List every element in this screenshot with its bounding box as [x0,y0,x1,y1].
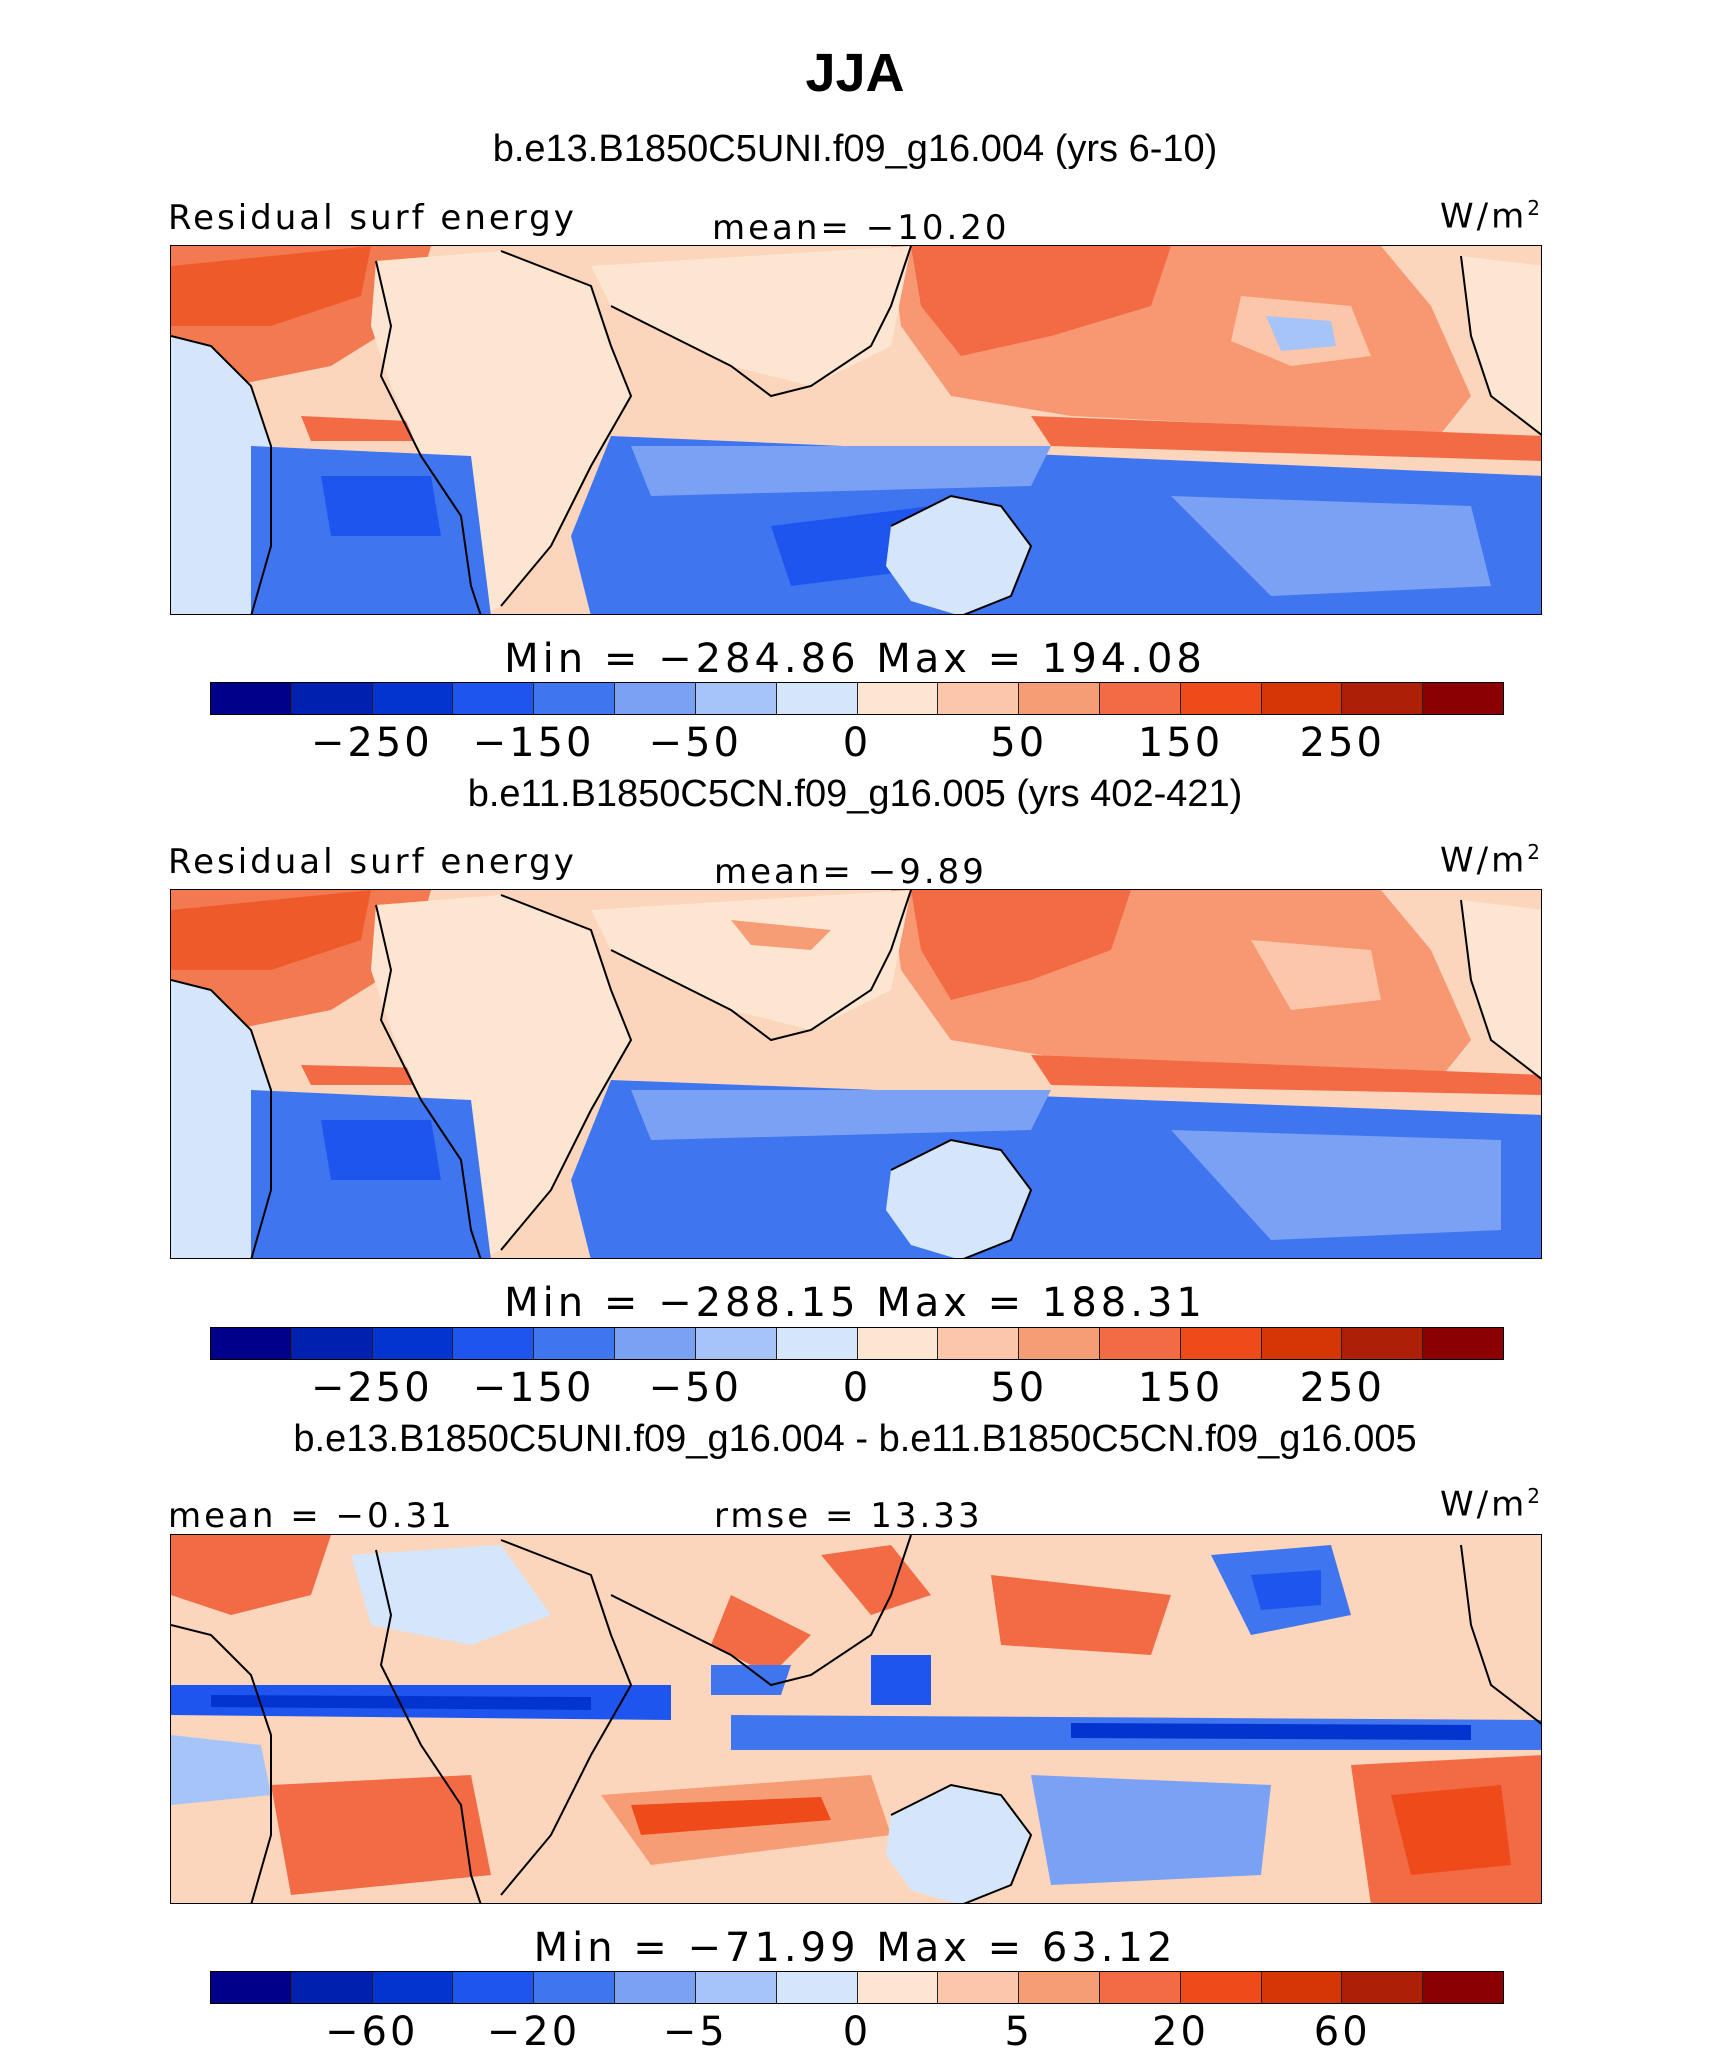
colorbar-tick-label: −50 [648,720,742,766]
colorbar-box [1019,683,1100,714]
colorbar-box [1342,683,1424,714]
colorbar-box [938,683,1020,714]
colorbar-tick-label: −250 [310,1365,433,1411]
panel1-variable-label: Residual surf energy [168,198,577,238]
panel1-minmax: Min = −284.86 Max = 194.08 [504,636,1206,682]
colorbar-box [1423,683,1503,714]
panel2-mean-label: mean= −9.89 [714,852,987,892]
colorbar-box [372,683,454,714]
colorbar-tick-label: 20 [1152,2009,1209,2055]
colorbar-box [211,1972,292,2003]
colorbar-tick-label: 150 [1137,720,1224,766]
colorbar-box [938,1328,1020,1359]
colorbar-box [615,1328,696,1359]
panel3-colorbar [210,1971,1504,2004]
colorbar-box [1019,1972,1100,2003]
panel1-case-title: b.e13.B1850C5UNI.f09_g16.004 (yrs 6-10) [492,128,1218,170]
colorbar-box [1261,683,1343,714]
panel1-colorbar [210,682,1504,715]
colorbar-tick-label: 0 [842,1365,872,1411]
colorbar-box [1180,1972,1262,2003]
colorbar-tick-label: 0 [842,720,872,766]
panel2-colorbar [210,1327,1504,1360]
colorbar-box [695,1972,777,2003]
colorbar-tick-label: −60 [325,2009,419,2055]
colorbar-tick-label: 250 [1299,720,1385,766]
colorbar-tick-label: 5 [1004,2009,1033,2055]
colorbar-box [857,1972,939,2003]
colorbar-box [938,1972,1020,2003]
panel2-case-title: b.e11.B1850C5CN.f09_g16.005 (yrs 402-421… [467,773,1243,815]
colorbar-tick-label: −250 [310,720,433,766]
colorbar-box [1423,1972,1503,2003]
colorbar-box [291,683,373,714]
colorbar-tick-label: 150 [1137,1365,1224,1411]
panel3-minmax: Min = −71.99 Max = 63.12 [533,1925,1177,1971]
colorbar-box [695,683,777,714]
colorbar-tick-label: 250 [1299,1365,1385,1411]
colorbar-box [291,1328,373,1359]
colorbar-tick-label: 60 [1313,2009,1371,2055]
colorbar-box [1019,1328,1100,1359]
panel2-map [170,889,1542,1259]
panel1-units-label: W/m2 [1440,196,1540,237]
colorbar-box [857,683,939,714]
colorbar-box [534,683,616,714]
colorbar-box [1180,1328,1262,1359]
colorbar-box [615,683,696,714]
panel2-units-label: W/m2 [1440,840,1540,881]
colorbar-box [534,1972,616,2003]
colorbar-box [372,1328,454,1359]
colorbar-box [453,1328,535,1359]
panel1-mean-label: mean= −10.20 [712,208,1010,248]
colorbar-box [1180,683,1262,714]
colorbar-tick-label: −20 [486,2009,581,2055]
colorbar-box [1261,1328,1343,1359]
panel2-map-field [171,890,1541,1258]
panel3-map [170,1534,1542,1904]
colorbar-box [291,1972,373,2003]
colorbar-box [1342,1972,1424,2003]
colorbar-box [1099,1328,1181,1359]
colorbar-box [776,1328,858,1359]
colorbar-box [372,1972,454,2003]
panel2-variable-label: Residual surf energy [168,842,577,882]
colorbar-box [1099,1972,1181,2003]
panel3-rmse-label: rmse = 13.33 [714,1496,983,1536]
colorbar-box [1099,683,1181,714]
colorbar-box [1423,1328,1503,1359]
colorbar-tick-label: −150 [472,720,595,766]
panel1-map [170,245,1542,615]
panel2-minmax: Min = −288.15 Max = 188.31 [504,1280,1206,1326]
colorbar-box [211,1328,292,1359]
colorbar-tick-label: 0 [842,2009,872,2055]
panel3-case-title: b.e13.B1850C5UNI.f09_g16.004 - b.e11.B18… [293,1418,1417,1460]
colorbar-box [776,683,858,714]
panel3-mean-label: mean = −0.31 [168,1496,455,1536]
colorbar-box [1342,1328,1424,1359]
colorbar-tick-label: −50 [648,1365,742,1411]
panel1-map-field [171,246,1541,614]
figure-title: JJA [805,43,905,103]
colorbar-box [534,1328,616,1359]
colorbar-tick-label: −150 [472,1365,595,1411]
colorbar-tick-label: 50 [990,720,1048,766]
colorbar-box [453,683,535,714]
colorbar-box [695,1328,777,1359]
colorbar-box [453,1972,535,2003]
colorbar-box [1261,1972,1343,2003]
colorbar-tick-label: 50 [990,1365,1048,1411]
panel3-map-field [171,1535,1541,1903]
colorbar-box [776,1972,858,2003]
colorbar-box [615,1972,696,2003]
colorbar-tick-label: −5 [662,2009,728,2055]
panel3-units-label: W/m2 [1440,1484,1540,1525]
colorbar-box [857,1328,939,1359]
colorbar-box [211,683,292,714]
